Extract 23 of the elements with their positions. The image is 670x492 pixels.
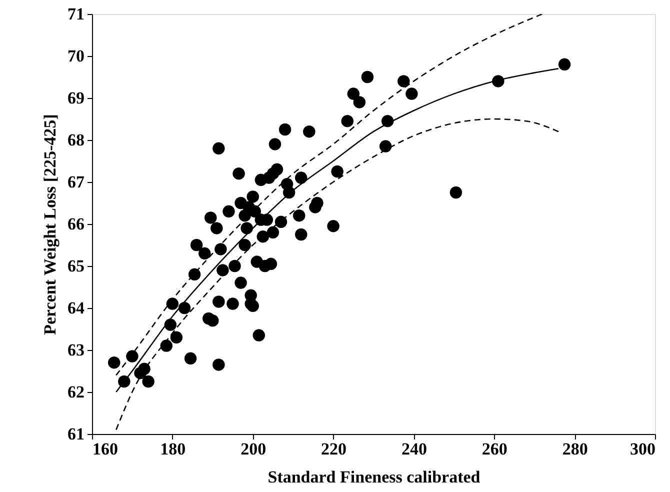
- y-tick-label: 67: [68, 172, 85, 192]
- x-tick-label: 220: [321, 440, 347, 458]
- x-tick-label: 280: [562, 440, 588, 458]
- y-tick-label: 70: [68, 46, 84, 66]
- y-tick-label: 64: [68, 298, 85, 318]
- y-tick-label: 68: [68, 130, 84, 150]
- x-tick-label: 240: [401, 440, 427, 458]
- x-tick-label: 180: [160, 440, 186, 458]
- x-tick-label: 260: [482, 440, 508, 458]
- y-axis-title: Percent Weight Loss [225-425]: [40, 114, 60, 335]
- x-axis-title: Standard Fineness calibrated: [268, 468, 481, 486]
- x-tick-label: 160: [92, 440, 118, 458]
- y-tick-label: 62: [68, 382, 84, 402]
- y-tick-label: 65: [68, 256, 84, 276]
- y-tick-label: 66: [68, 214, 84, 234]
- y-tick-label: 61: [68, 424, 84, 444]
- x-tick-label: 200: [240, 440, 266, 458]
- line-series: [115, 118, 560, 430]
- y-tick-label: 69: [68, 88, 84, 108]
- y-tick-label: 71: [68, 4, 84, 24]
- y-tick-label: 63: [68, 340, 84, 360]
- x-tick-label: 300: [630, 440, 656, 458]
- line-series: [115, 14, 544, 376]
